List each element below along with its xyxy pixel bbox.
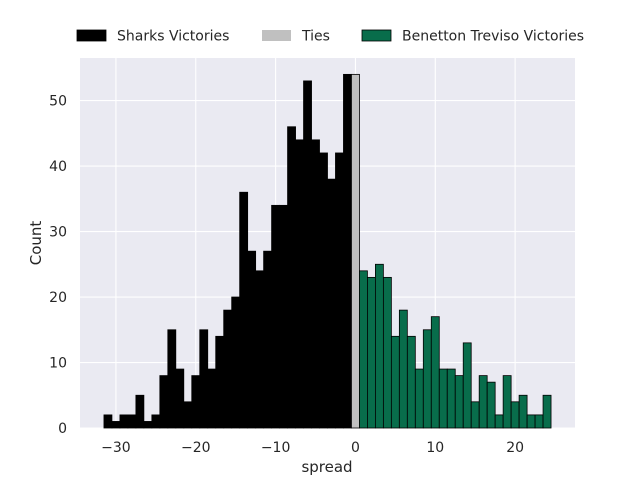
- y-tick-label: 0: [58, 421, 67, 437]
- bar-sharks: [223, 309, 233, 429]
- y-tick-label: 40: [49, 159, 67, 175]
- bar-sharks: [151, 414, 161, 429]
- bar-benetton: [542, 394, 552, 429]
- bar-sharks: [143, 421, 153, 429]
- bar-sharks: [343, 73, 352, 429]
- bar-benetton: [382, 276, 392, 429]
- bar-sharks: [215, 335, 225, 429]
- bar-sharks: [159, 375, 169, 429]
- bar-benetton: [367, 276, 376, 429]
- bar-sharks: [231, 296, 241, 429]
- bar-sharks: [303, 80, 312, 429]
- bar-sharks: [319, 152, 328, 429]
- bar-benetton: [374, 263, 384, 429]
- bar-benetton: [534, 414, 544, 429]
- bar-benetton: [470, 401, 480, 429]
- bar-benetton: [446, 368, 456, 429]
- bar-benetton: [359, 270, 368, 429]
- y-axis-ticks: 0 10 20 30 40 50: [49, 94, 67, 437]
- bar-benetton: [526, 414, 536, 429]
- bar-sharks: [111, 421, 121, 429]
- x-tick-label: 0: [351, 440, 360, 456]
- y-axis-label: Count: [27, 221, 45, 266]
- x-axis-label: spread: [301, 458, 352, 476]
- legend-swatch-sharks: [76, 29, 107, 42]
- bars: [103, 73, 552, 429]
- bar-sharks: [271, 204, 280, 429]
- y-tick-label: 20: [49, 290, 67, 306]
- x-tick-label: −20: [181, 440, 211, 456]
- x-tick-label: −10: [261, 440, 291, 456]
- bar-sharks: [247, 250, 257, 429]
- bar-benetton: [406, 335, 416, 429]
- bar-sharks: [199, 329, 209, 429]
- bar-sharks: [207, 368, 217, 429]
- bar-sharks: [263, 250, 273, 429]
- bar-sharks: [239, 191, 249, 429]
- bar-benetton: [454, 375, 464, 429]
- bar-benetton: [502, 375, 512, 429]
- bar-benetton: [486, 381, 496, 429]
- bar-sharks: [183, 401, 193, 429]
- x-tick-label: 10: [426, 440, 444, 456]
- bar-benetton: [430, 316, 440, 429]
- bar-sharks: [175, 368, 185, 429]
- bar-benetton: [462, 342, 472, 429]
- bar-benetton: [398, 309, 408, 429]
- y-tick-label: 10: [49, 356, 67, 372]
- y-tick-label: 50: [49, 94, 67, 110]
- bar-benetton: [390, 335, 400, 429]
- bar-sharks: [119, 414, 129, 429]
- bar-ties: [351, 73, 360, 429]
- bar-benetton: [478, 375, 488, 429]
- bar-benetton: [494, 414, 504, 429]
- legend-label-ties: Ties: [301, 29, 330, 45]
- legend-label-benetton: Benetton Treviso Victories: [402, 29, 584, 45]
- bar-benetton: [422, 329, 432, 429]
- legend-swatch-ties: [262, 30, 291, 41]
- x-tick-label: −30: [101, 440, 131, 456]
- x-axis-ticks: −30 −20 −10 0 10 20: [101, 440, 524, 456]
- legend-label-sharks: Sharks Victories: [117, 29, 229, 45]
- y-tick-label: 30: [49, 225, 67, 241]
- bar-benetton: [510, 401, 520, 429]
- legend: Sharks Victories Ties Benetton Treviso V…: [76, 29, 584, 45]
- legend-swatch-benetton: [361, 29, 392, 42]
- bar-sharks: [167, 329, 177, 429]
- bar-benetton: [414, 368, 424, 429]
- bar-sharks: [135, 394, 145, 429]
- bar-sharks: [311, 139, 320, 429]
- bar-sharks: [295, 139, 304, 429]
- bar-sharks: [279, 204, 288, 429]
- bar-sharks: [255, 270, 265, 429]
- bar-sharks: [335, 152, 344, 429]
- bar-sharks: [127, 414, 137, 429]
- bar-sharks: [327, 178, 336, 429]
- bar-benetton: [438, 368, 448, 429]
- x-tick-label: 20: [506, 440, 524, 456]
- bar-benetton: [518, 394, 528, 429]
- bar-sharks: [287, 126, 296, 429]
- bar-sharks: [103, 414, 113, 429]
- bar-sharks: [191, 375, 201, 429]
